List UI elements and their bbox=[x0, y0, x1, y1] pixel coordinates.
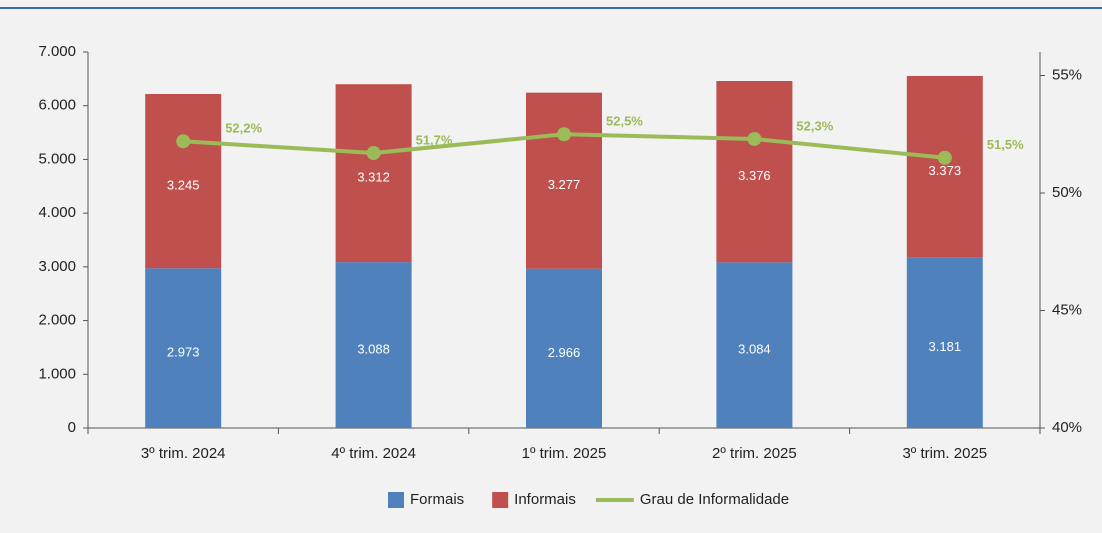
bar-label: 2.966 bbox=[548, 345, 581, 360]
x-tick-label: 2º trim. 2025 bbox=[712, 445, 797, 462]
line-label: 51,7% bbox=[416, 132, 453, 147]
bar-label: 3.245 bbox=[167, 178, 200, 193]
bar bbox=[526, 92, 602, 269]
bar bbox=[145, 94, 222, 269]
x-tick-label: 1º trim. 2025 bbox=[522, 445, 607, 462]
legend-label: Informais bbox=[514, 491, 576, 508]
line-point bbox=[747, 131, 762, 146]
bar bbox=[906, 257, 983, 428]
line-label: 52,2% bbox=[225, 121, 262, 136]
y-tick-label: 2.000 bbox=[38, 312, 76, 329]
line-label: 51,5% bbox=[987, 137, 1024, 152]
y2-tick-label: 45% bbox=[1052, 301, 1082, 318]
bar-label: 3.373 bbox=[929, 163, 962, 178]
legend-label: Grau de Informalidade bbox=[640, 491, 789, 508]
bar bbox=[335, 84, 412, 263]
line-point bbox=[937, 150, 952, 165]
bar-label: 3.277 bbox=[548, 177, 581, 192]
bar bbox=[906, 75, 983, 258]
legend-swatch bbox=[388, 492, 404, 508]
bar-label: 3.084 bbox=[738, 342, 771, 357]
bar-label: 3.181 bbox=[929, 339, 962, 354]
x-tick-label: 4º trim. 2024 bbox=[331, 445, 416, 462]
bar-label: 3.376 bbox=[738, 168, 771, 183]
y2-tick-label: 50% bbox=[1052, 184, 1082, 201]
line-point bbox=[366, 146, 381, 161]
bar bbox=[716, 262, 793, 428]
y-tick-label: 4.000 bbox=[38, 204, 76, 221]
line-label: 52,5% bbox=[606, 114, 643, 129]
bar-label: 3.088 bbox=[357, 342, 390, 357]
bar bbox=[716, 81, 793, 263]
bar bbox=[335, 262, 412, 428]
line-label: 52,3% bbox=[796, 118, 833, 133]
legend-label: Formais bbox=[410, 491, 464, 508]
y-tick-label: 3.000 bbox=[38, 258, 76, 275]
y2-tick-label: 55% bbox=[1052, 66, 1082, 83]
bar bbox=[526, 268, 602, 428]
bar-label: 3.312 bbox=[357, 170, 390, 185]
y2-tick-label: 40% bbox=[1052, 419, 1082, 436]
x-tick-label: 3º trim. 2025 bbox=[902, 445, 987, 462]
y-tick-label: 7.000 bbox=[38, 43, 76, 60]
bar-label: 2.973 bbox=[167, 345, 200, 360]
y-tick-label: 1.000 bbox=[38, 365, 76, 382]
line-point bbox=[176, 134, 191, 149]
x-tick-label: 3º trim. 2024 bbox=[141, 445, 226, 462]
top-rule bbox=[0, 7, 1102, 9]
y-tick-label: 5.000 bbox=[38, 150, 76, 167]
bar bbox=[145, 268, 222, 428]
line-point bbox=[557, 127, 571, 142]
y-tick-label: 0 bbox=[68, 419, 76, 436]
legend-swatch bbox=[492, 492, 509, 508]
y-tick-label: 6.000 bbox=[38, 97, 76, 114]
